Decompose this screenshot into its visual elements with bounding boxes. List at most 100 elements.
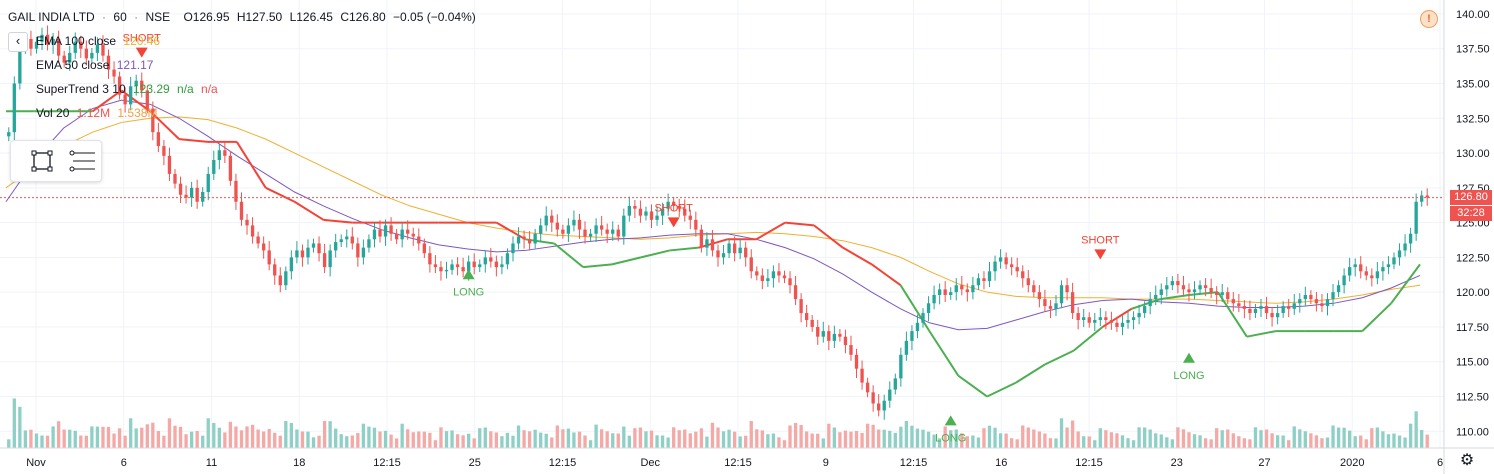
candle-body xyxy=(1104,317,1108,320)
candle-body xyxy=(56,38,61,56)
legend-collapse-button[interactable]: ‹ xyxy=(8,32,28,52)
candle-body xyxy=(389,225,393,234)
x-tick-label: Dec xyxy=(640,457,660,469)
candle-body xyxy=(1065,285,1069,293)
x-tick-label: 11 xyxy=(206,457,217,469)
candle-body xyxy=(888,389,892,401)
indicator-value: 121.17 xyxy=(116,58,154,72)
volume-bar xyxy=(1209,439,1213,448)
volume-bar xyxy=(699,428,704,448)
indicator-ema50[interactable]: EMA 50 close 121.17 xyxy=(36,58,157,72)
candle-body xyxy=(494,261,499,268)
volume-bar xyxy=(954,429,958,448)
volume-bar xyxy=(550,437,554,448)
volume-bar xyxy=(129,418,133,448)
volume-bar xyxy=(378,431,382,448)
volume-bar xyxy=(932,434,936,448)
candle-body xyxy=(101,44,105,56)
candle-body xyxy=(1342,275,1346,286)
volume-bar xyxy=(228,421,233,448)
candle-body xyxy=(1292,303,1296,309)
ema100-line xyxy=(5,116,1421,304)
candle-body xyxy=(428,253,432,265)
candle-body xyxy=(289,257,294,272)
candle-body xyxy=(361,247,366,258)
candle-body xyxy=(334,242,338,251)
symbol-name[interactable]: GAIL INDIA LTD xyxy=(8,10,95,24)
volume-bar xyxy=(910,425,914,448)
volume-bar xyxy=(943,426,947,448)
volume-bar xyxy=(1386,434,1391,448)
indicator-value-3: n/a xyxy=(201,82,218,96)
volume-bar xyxy=(527,431,532,448)
long-arrow-icon xyxy=(944,415,957,426)
volume-bar xyxy=(162,435,166,448)
volume-bar xyxy=(799,425,803,448)
volume-bar xyxy=(971,435,975,448)
indicator-supertrend[interactable]: SuperTrend 3 10 123.29 n/a n/a xyxy=(36,82,222,96)
volume-bars xyxy=(7,398,1429,448)
candle-body xyxy=(832,333,837,341)
candle-body xyxy=(838,333,842,337)
rectangle-tool-icon[interactable] xyxy=(29,149,55,173)
short-arrow-icon xyxy=(1094,249,1107,260)
candle-body xyxy=(561,229,565,234)
volume-bar xyxy=(544,433,548,448)
volume-bar xyxy=(793,423,798,448)
volume-bar xyxy=(1109,432,1114,448)
volume-bar xyxy=(7,439,11,448)
gear-icon[interactable]: ⚙ xyxy=(1459,452,1475,469)
volume-bar xyxy=(677,430,681,448)
volume-bar xyxy=(638,427,643,448)
volume-bar xyxy=(356,433,360,448)
volume-bar xyxy=(688,433,692,448)
alert-icon[interactable]: ! xyxy=(1420,10,1438,28)
volume-bar xyxy=(649,430,654,448)
volume-bar xyxy=(1325,437,1330,448)
candle-body xyxy=(932,294,936,304)
indicator-name: EMA 100 close xyxy=(36,34,117,48)
volume-bar xyxy=(893,432,897,448)
volume-bar xyxy=(1148,429,1152,448)
interval[interactable]: 60 xyxy=(113,10,127,24)
candle-body xyxy=(184,194,188,198)
volume-bar xyxy=(1131,440,1136,448)
candle-body xyxy=(306,247,310,258)
volume-bar xyxy=(1181,429,1186,448)
candle-body xyxy=(195,187,199,202)
volume-bar xyxy=(455,434,460,448)
lines-tool-icon[interactable] xyxy=(67,149,95,173)
candle-body xyxy=(760,275,764,282)
volume-bar xyxy=(633,428,637,448)
volume-bar xyxy=(322,421,327,448)
indicator-volume[interactable]: Vol 20 1.12M 1.538M xyxy=(36,106,161,120)
volume-bar xyxy=(1253,427,1258,448)
volume-bar xyxy=(899,426,903,448)
candle-body xyxy=(1353,264,1357,268)
candle-body xyxy=(234,180,238,202)
candle-body xyxy=(151,108,155,133)
supertrend-segment xyxy=(496,221,526,241)
candle-body xyxy=(1181,285,1186,290)
volume-bar xyxy=(234,426,238,448)
volume-bar xyxy=(1176,427,1180,448)
volume-bar xyxy=(394,438,399,448)
candle-body xyxy=(1026,278,1030,286)
candle-body xyxy=(854,354,859,369)
candle-body xyxy=(217,150,221,160)
candle-body xyxy=(755,271,759,276)
volume-bar xyxy=(949,430,953,448)
candle-body xyxy=(394,233,399,240)
candle-body xyxy=(167,155,172,174)
candle-body xyxy=(1397,250,1402,258)
volume-bar xyxy=(1142,427,1147,448)
signal-label: LONG xyxy=(1173,370,1204,382)
candle-body xyxy=(782,275,787,279)
candle-body xyxy=(777,271,781,276)
supertrend-segment xyxy=(91,89,123,113)
long-arrow-icon xyxy=(1182,352,1195,363)
indicator-ema100[interactable]: EMA 100 close 120.46 xyxy=(36,34,164,48)
candle-body xyxy=(1187,289,1191,293)
volume-bar xyxy=(1231,433,1235,448)
